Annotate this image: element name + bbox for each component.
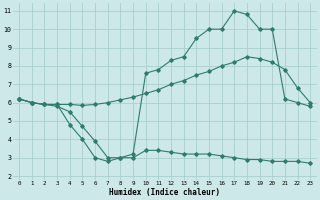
X-axis label: Humidex (Indice chaleur): Humidex (Indice chaleur) [109,188,220,197]
